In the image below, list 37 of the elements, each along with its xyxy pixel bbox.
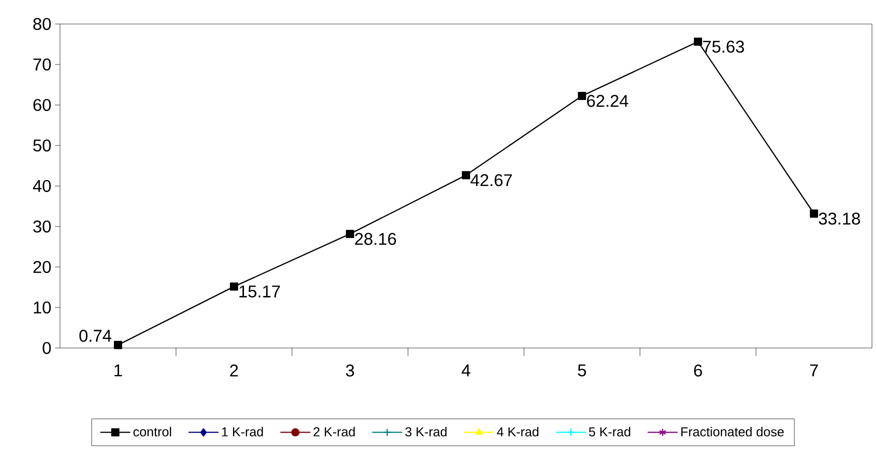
y-tick-label: 40 bbox=[32, 180, 51, 192]
data-label: 75.63 bbox=[703, 40, 744, 53]
legend-label: 5 K-rad bbox=[588, 426, 630, 436]
x-tick-label: 7 bbox=[810, 364, 818, 376]
y-tick-label: 20 bbox=[33, 260, 51, 274]
legend-label: control bbox=[133, 426, 172, 436]
x-tick-label: 6 bbox=[694, 364, 702, 377]
data-label: 33.18 bbox=[818, 212, 860, 225]
y-tick-label: 80 bbox=[33, 18, 51, 30]
data-label: 42.67 bbox=[470, 174, 512, 186]
point bbox=[230, 282, 238, 291]
y-tick-label: 50 bbox=[33, 139, 51, 152]
point bbox=[114, 340, 122, 350]
y-tick-label: 70 bbox=[33, 58, 51, 71]
data-label: 62.24 bbox=[587, 94, 628, 107]
x-tick-label: 2 bbox=[230, 364, 238, 376]
x-tick-label: 1 bbox=[114, 364, 122, 376]
y-tick-label: 10 bbox=[34, 301, 51, 314]
data-label: 15.17 bbox=[240, 286, 280, 298]
point bbox=[346, 230, 354, 238]
y-tick-label: 60 bbox=[33, 98, 51, 112]
point bbox=[694, 38, 702, 46]
y-tick-label: 0 bbox=[42, 342, 51, 354]
data-label: 0.74 bbox=[79, 330, 112, 342]
legend-label: 2 K-rad bbox=[314, 426, 355, 436]
x-tick-label: 4 bbox=[462, 364, 470, 376]
y-tick-label: 30 bbox=[33, 220, 51, 233]
legend-label: 3 K-rad bbox=[405, 426, 447, 436]
point bbox=[810, 210, 818, 218]
legend-label: 4 K-rad bbox=[496, 426, 538, 436]
point bbox=[578, 92, 586, 100]
legend-label: 1 K-rad bbox=[222, 426, 263, 436]
point bbox=[462, 171, 470, 180]
data-label: 28.16 bbox=[355, 232, 396, 245]
legend-label: Fractionated dose bbox=[681, 426, 784, 436]
x-tick-label: 3 bbox=[346, 364, 354, 377]
x-tick-label: 5 bbox=[578, 364, 586, 376]
